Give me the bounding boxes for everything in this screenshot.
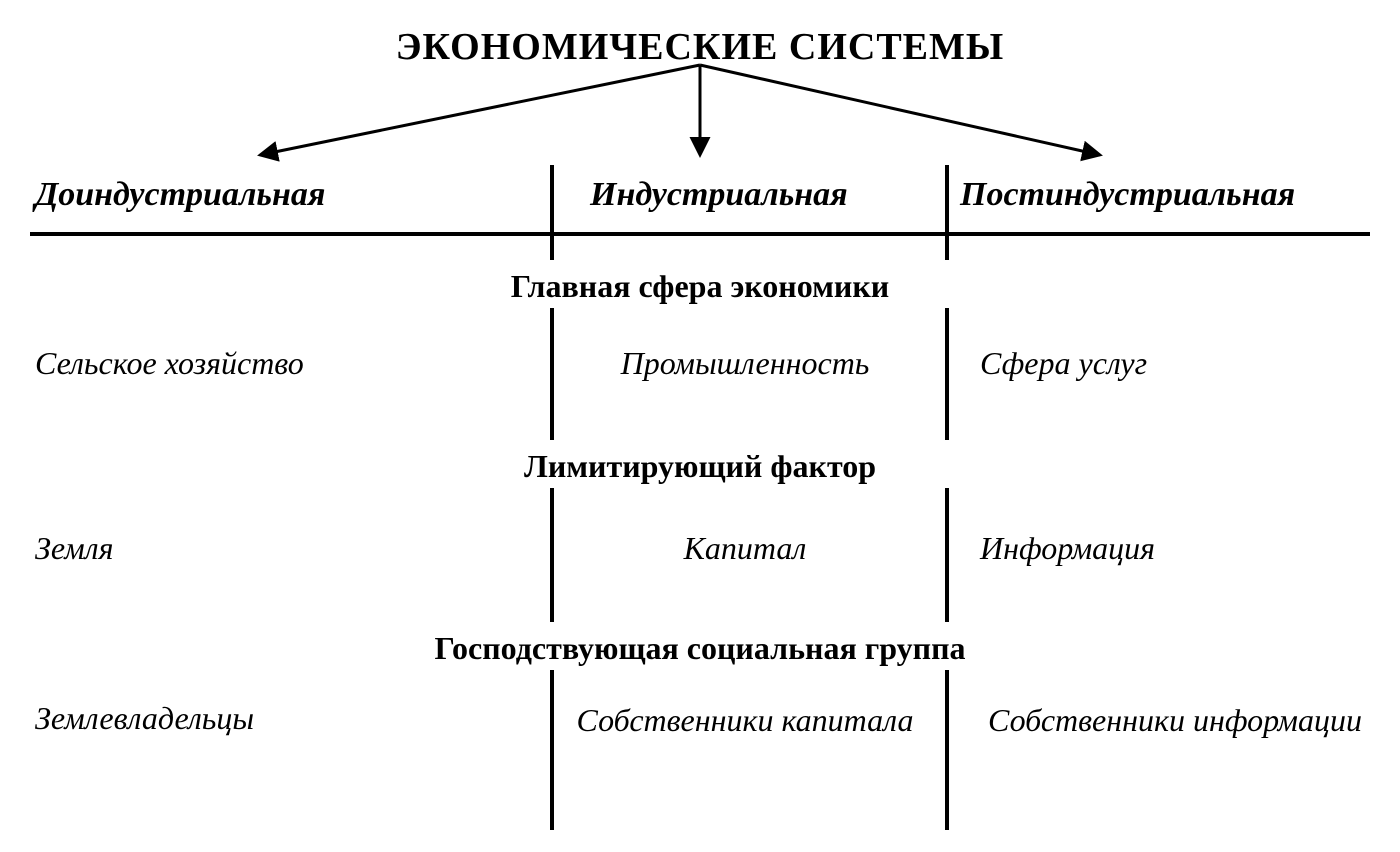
header-horizontal-rule [30,232,1370,236]
section-row-main-sphere: Сельское хозяйство Промышленность Сфера … [30,345,1370,382]
vertical-separator-2a [945,165,949,260]
column-header-preindustrial: Доиндустриальная [30,176,550,214]
section-row-dominant-group: Землевладельцы Собственники капитала Соб… [30,700,1370,740]
cell-dominant-group-preindustrial: Землевладельцы [30,700,550,737]
cell-dominant-group-postindustrial: Собственники информации [940,700,1370,740]
vertical-separator-1d [550,670,554,830]
column-header-industrial: Индустриальная [550,176,940,214]
vertical-separator-1a [550,165,554,260]
vertical-separator-2d [945,670,949,830]
section-title-limiting-factor: Лимитирующий фактор [30,448,1370,485]
cell-main-sphere-preindustrial: Сельское хозяйство [30,345,550,382]
column-header-postindustrial: Постиндустриальная [940,176,1370,214]
column-headers-row: Доиндустриальная Индустриальная Постинду… [30,165,1370,225]
arrow-to-col-3 [700,65,1100,155]
cell-limiting-factor-preindustrial: Земля [30,530,550,567]
main-title: ЭКОНОМИЧЕСКИЕ СИСТЕМЫ [30,25,1370,69]
cell-limiting-factor-postindustrial: Информация [940,530,1370,567]
cell-limiting-factor-industrial: Капитал [550,530,940,567]
cell-dominant-group-industrial: Собственники капитала [550,700,940,740]
cell-main-sphere-postindustrial: Сфера услуг [940,345,1370,382]
cell-main-sphere-industrial: Промышленность [550,345,940,382]
section-title-dominant-group: Господствующая социальная группа [30,630,1370,667]
arrow-to-col-1 [260,65,700,155]
section-title-main-sphere: Главная сфера экономики [30,268,1370,305]
diagram-container: ЭКОНОМИЧЕСКИЕ СИСТЕМЫ Доиндустриальная И… [0,0,1400,852]
section-row-limiting-factor: Земля Капитал Информация [30,530,1370,567]
